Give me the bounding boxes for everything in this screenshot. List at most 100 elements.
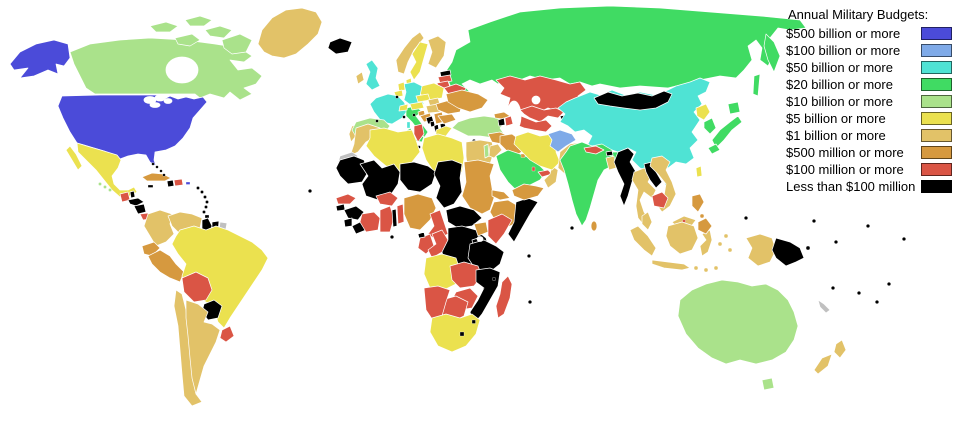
legend-row-100b: $100 billion or more	[786, 42, 952, 59]
country-cuba	[141, 172, 172, 182]
island-trinidad	[204, 214, 210, 219]
legend-swatch-100m	[921, 163, 952, 176]
country-switzerland	[398, 103, 409, 112]
island-antilles-3	[203, 195, 207, 199]
island-solomon-1	[831, 286, 835, 290]
microstate-luxembourg	[395, 95, 399, 99]
legend-row-50b: $50 billion or more	[786, 59, 952, 76]
country-benin	[396, 203, 405, 225]
country-haiti	[166, 179, 175, 188]
country-central-african-republic	[445, 205, 483, 229]
microstate-monaco	[402, 115, 406, 119]
country-somalia	[507, 197, 539, 243]
legend-row-500m: $500 million or more	[786, 144, 952, 161]
country-madagascar	[495, 275, 513, 319]
microstate-andorra	[375, 119, 379, 123]
country-united-states	[57, 94, 208, 167]
country-senegal	[335, 193, 357, 205]
country-netherlands	[397, 81, 406, 92]
country-united-kingdom	[365, 59, 381, 91]
legend-label: $500 billion or more	[786, 26, 901, 41]
country-austria	[409, 101, 425, 111]
island-hawaii-1	[98, 182, 102, 186]
island-bahamas-3	[159, 169, 163, 173]
country-france	[369, 93, 409, 125]
country-uruguay	[219, 325, 235, 343]
country-oman	[543, 165, 559, 189]
island-kalimantan	[665, 221, 699, 255]
country-niger	[399, 161, 437, 193]
country-uzbekistan	[519, 105, 565, 123]
island-sunda-3	[713, 265, 719, 271]
country-iceland	[327, 37, 353, 55]
legend-row-lt100m: Less than $100 million	[786, 178, 952, 195]
country-equatorial-guinea	[417, 231, 426, 239]
country-nepal	[583, 145, 605, 155]
island-micronesia-3	[834, 240, 838, 244]
great-lake-4	[149, 102, 161, 108]
legend-row-20b: $20 billion or more	[786, 76, 952, 93]
microstate-san-marino	[412, 113, 416, 117]
aral-sea	[531, 95, 541, 105]
island-nz-south	[813, 353, 833, 375]
country-ivory-coast	[359, 211, 381, 233]
country-ireland	[355, 71, 365, 85]
region-kamchatka	[763, 33, 781, 73]
legend-label: $1 billion or more	[786, 128, 886, 143]
legend-swatch-50b	[921, 61, 952, 74]
island-mauritius	[528, 300, 532, 304]
island-antilles-6	[202, 210, 206, 214]
legend-label: $50 billion or more	[786, 60, 893, 75]
island-new-britain	[805, 245, 811, 251]
island-bahamas-4	[162, 173, 166, 177]
island-baffin	[221, 33, 253, 55]
legend-swatch-500m	[921, 146, 952, 159]
country-argentina	[185, 299, 221, 395]
country-cambodia	[651, 191, 669, 209]
island-sumatra	[629, 225, 657, 257]
island-kyushu	[707, 143, 721, 155]
island-sunda-2	[703, 267, 709, 273]
island-hokkaido	[727, 101, 741, 115]
island-maldives	[570, 226, 574, 230]
country-qatar	[531, 166, 536, 172]
country-south-africa	[429, 313, 481, 353]
country-brazil	[171, 225, 269, 329]
island-visayas	[699, 213, 705, 219]
country-azerbaijan	[504, 115, 514, 127]
island-sakhalin	[752, 73, 761, 97]
legend-swatch-lt100m	[921, 180, 952, 193]
country-sudan	[461, 159, 495, 215]
country-mexico	[76, 142, 138, 198]
country-nigeria	[403, 193, 437, 231]
island-bahamas-2	[155, 165, 159, 169]
island-tuvalu	[887, 282, 891, 286]
island-cape-verde	[308, 189, 312, 193]
country-bhutan	[605, 150, 614, 157]
legend: Annual Military Budgets: $500 billion or…	[786, 6, 952, 195]
country-vietnam	[649, 155, 677, 213]
country-ghana	[379, 205, 395, 233]
island-seychelles	[527, 254, 531, 258]
legend-label: $20 billion or more	[786, 77, 893, 92]
island-corsica	[406, 121, 411, 129]
island-sao-tome	[390, 235, 394, 239]
legend-row-5b: $5 billion or more	[786, 110, 952, 127]
great-lake-3	[163, 98, 173, 104]
island-sulawesi	[699, 229, 713, 257]
island-kiribati	[902, 237, 906, 241]
country-swaziland	[471, 319, 476, 324]
legend-title: Annual Military Budgets:	[788, 7, 929, 22]
country-burkina-faso	[375, 191, 399, 207]
country-mongolia	[593, 90, 673, 111]
island-sunda-1	[693, 265, 699, 271]
legend-row-500b: $500 billion or more	[786, 25, 952, 42]
island-vanuatu	[857, 291, 861, 295]
country-togo	[391, 208, 398, 228]
legend-label: $10 billion or more	[786, 94, 893, 109]
legend-label: $500 million or more	[786, 145, 904, 160]
country-mauritania	[335, 155, 369, 185]
country-kuwait	[520, 153, 526, 158]
island-antilles-2	[200, 190, 204, 194]
